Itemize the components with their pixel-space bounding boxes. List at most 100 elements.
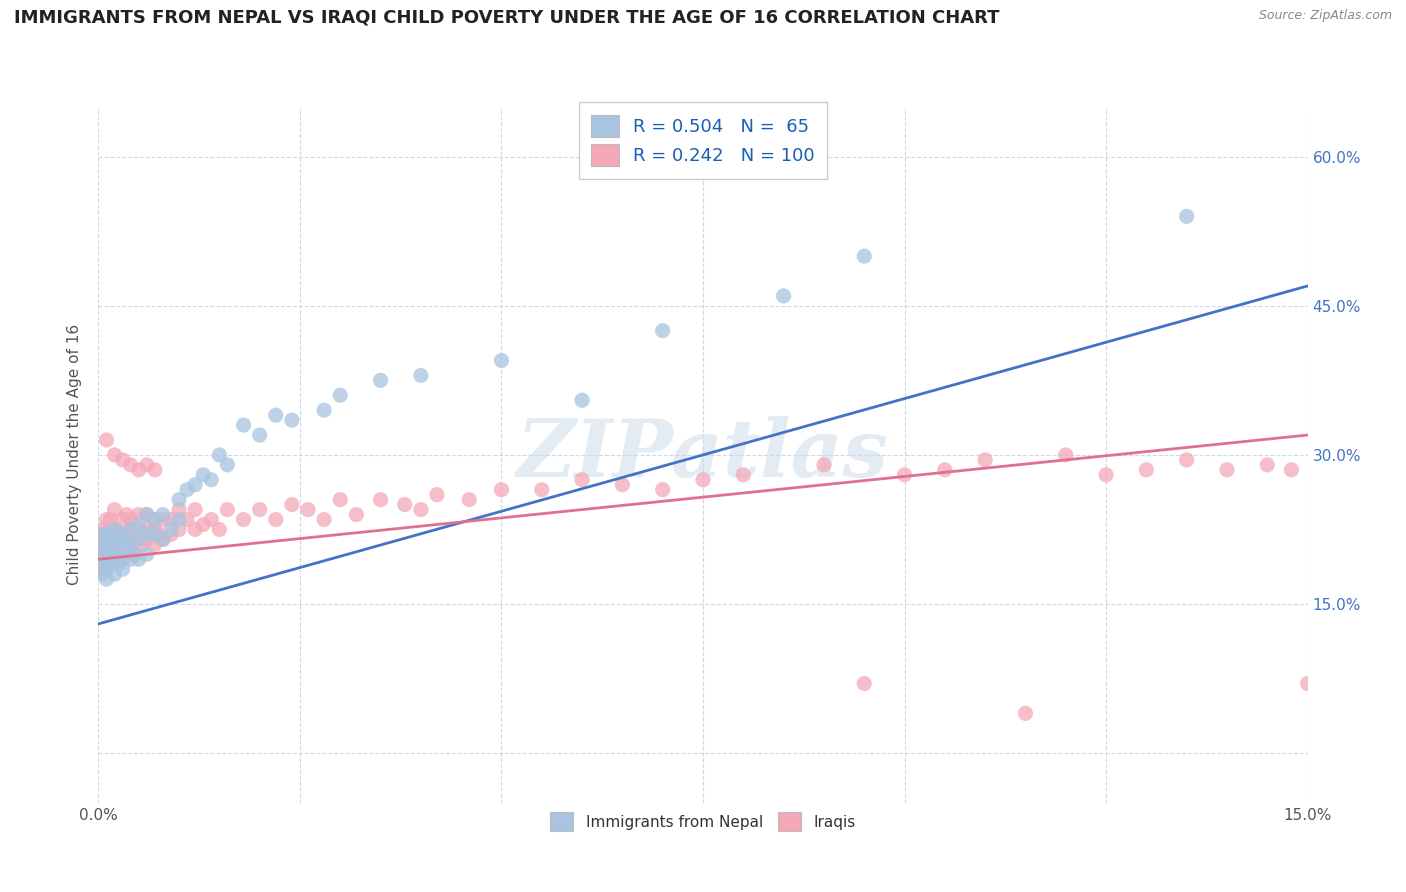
Point: [111, 552, 134, 566]
Point: [1095, 467, 1118, 482]
Point: [128, 517, 150, 532]
Point: [128, 463, 150, 477]
Point: [692, 473, 714, 487]
Point: [96, 537, 118, 551]
Point: [409, 502, 432, 516]
Point: [152, 512, 174, 526]
Legend: Immigrants from Nepal, Iraqis: Immigrants from Nepal, Iraqis: [544, 806, 862, 837]
Point: [103, 567, 125, 582]
Y-axis label: Child Poverty Under the Age of 16: Child Poverty Under the Age of 16: [67, 325, 83, 585]
Point: [314, 403, 336, 417]
Point: [96, 433, 118, 447]
Point: [893, 467, 915, 482]
Point: [297, 502, 319, 516]
Text: IMMIGRANTS FROM NEPAL VS IRAQI CHILD POVERTY UNDER THE AGE OF 16 CORRELATION CHA: IMMIGRANTS FROM NEPAL VS IRAQI CHILD POV…: [14, 9, 1000, 27]
Point: [135, 533, 157, 547]
Point: [103, 537, 125, 551]
Point: [96, 547, 118, 561]
Point: [160, 527, 183, 541]
Point: [571, 473, 593, 487]
Point: [853, 676, 876, 690]
Point: [91, 567, 114, 582]
Point: [232, 418, 254, 433]
Point: [135, 508, 157, 522]
Point: [111, 527, 134, 541]
Point: [115, 508, 138, 522]
Point: [128, 533, 150, 547]
Point: [91, 527, 114, 541]
Point: [103, 523, 125, 537]
Point: [143, 512, 166, 526]
Point: [143, 527, 166, 541]
Point: [128, 552, 150, 566]
Point: [370, 492, 392, 507]
Point: [160, 512, 183, 526]
Point: [612, 477, 634, 491]
Point: [184, 477, 207, 491]
Point: [111, 527, 134, 541]
Point: [103, 537, 125, 551]
Point: [101, 527, 124, 541]
Point: [200, 473, 222, 487]
Point: [217, 502, 239, 516]
Point: [91, 523, 114, 537]
Point: [314, 512, 336, 526]
Point: [264, 408, 287, 422]
Point: [128, 533, 150, 547]
Point: [128, 508, 150, 522]
Point: [813, 458, 835, 472]
Point: [152, 533, 174, 547]
Point: [124, 547, 146, 561]
Point: [103, 552, 125, 566]
Point: [100, 512, 122, 526]
Point: [96, 558, 118, 572]
Point: [152, 533, 174, 547]
Point: [491, 353, 513, 368]
Point: [107, 558, 129, 572]
Point: [281, 498, 304, 512]
Point: [530, 483, 553, 497]
Point: [93, 552, 115, 566]
Point: [103, 533, 125, 547]
Point: [193, 517, 215, 532]
Point: [232, 512, 254, 526]
Point: [143, 523, 166, 537]
Point: [120, 523, 142, 537]
Point: [96, 562, 118, 576]
Point: [394, 498, 416, 512]
Point: [264, 512, 287, 526]
Point: [105, 523, 128, 537]
Point: [120, 512, 142, 526]
Point: [103, 502, 125, 516]
Point: [103, 552, 125, 566]
Point: [112, 533, 135, 547]
Point: [491, 483, 513, 497]
Point: [111, 562, 134, 576]
Point: [167, 523, 190, 537]
Point: [100, 533, 122, 547]
Point: [370, 373, 392, 387]
Point: [167, 502, 190, 516]
Point: [135, 508, 157, 522]
Point: [120, 552, 142, 566]
Point: [1014, 706, 1036, 721]
Point: [96, 552, 118, 566]
Point: [111, 533, 134, 547]
Point: [96, 512, 118, 526]
Point: [772, 289, 794, 303]
Point: [101, 542, 124, 557]
Point: [100, 558, 122, 572]
Point: [93, 533, 115, 547]
Point: [184, 523, 207, 537]
Point: [1054, 448, 1077, 462]
Point: [100, 537, 122, 551]
Point: [1175, 210, 1198, 224]
Point: [571, 393, 593, 408]
Point: [100, 527, 122, 541]
Point: [135, 527, 157, 541]
Point: [111, 533, 134, 547]
Point: [97, 552, 120, 566]
Point: [96, 542, 118, 557]
Point: [94, 558, 117, 572]
Point: [329, 492, 352, 507]
